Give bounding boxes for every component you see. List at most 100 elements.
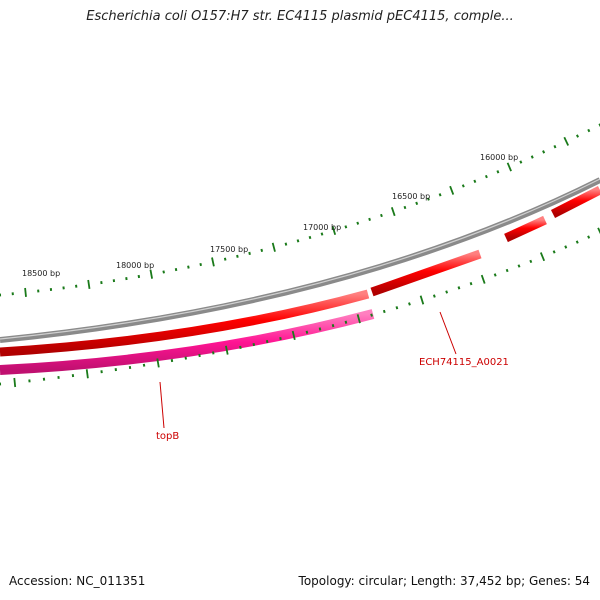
outer-minor-tick — [368, 217, 371, 221]
inner-major-tick — [419, 295, 425, 305]
outer-minor-tick — [473, 179, 477, 183]
inner-minor-tick — [408, 302, 411, 306]
scale-label-17000: 17000 bp — [303, 223, 341, 232]
inner-minor-tick — [331, 324, 335, 328]
outer-major-tick — [87, 279, 91, 290]
inner-major-tick — [156, 358, 160, 368]
outer-minor-tick — [236, 254, 239, 258]
outer-minor-tick — [496, 170, 500, 174]
inner-major-tick — [597, 227, 600, 235]
genome-summary-text: Topology: circular; Length: 37,452 bp; G… — [298, 574, 590, 588]
outer-minor-tick — [174, 268, 178, 272]
outer-minor-tick — [380, 213, 383, 218]
inner-minor-tick — [212, 351, 215, 355]
inner-minor-tick — [493, 273, 497, 277]
inner-minor-tick — [575, 240, 579, 244]
outer-minor-tick — [356, 221, 360, 225]
outer-minor-tick — [308, 235, 312, 240]
inner-minor-tick — [279, 336, 282, 341]
outer-minor-tick — [553, 145, 557, 149]
inner-major-tick — [356, 314, 361, 324]
label-line-ECH74115_A0021 — [439, 311, 457, 355]
outer-minor-tick — [223, 257, 227, 261]
inner-minor-tick — [198, 353, 201, 358]
scale-label-16500: 16500 bp — [392, 192, 430, 201]
outer-minor-tick — [162, 270, 165, 274]
inner-minor-tick — [395, 306, 399, 310]
outer-minor-tick — [248, 251, 251, 256]
outer-minor-tick — [344, 225, 348, 229]
scale-label-16000: 16000 bp — [480, 153, 518, 162]
outer-minor-tick — [320, 232, 324, 236]
inner-minor-tick — [184, 356, 187, 360]
gene-reverse-topB[interactable] — [0, 309, 375, 375]
inner-minor-tick — [318, 327, 322, 331]
outer-minor-tick — [415, 201, 419, 206]
outer-minor-tick — [575, 134, 580, 138]
gene-forward-2[interactable] — [370, 249, 482, 297]
outer-tick-marks — [0, 123, 600, 297]
outer-minor-tick — [426, 197, 430, 201]
gene-forward-3[interactable] — [504, 215, 547, 243]
gene-label-topB[interactable]: topB — [156, 431, 179, 442]
inner-minor-tick — [382, 309, 386, 314]
scale-label-17500: 17500 bp — [210, 245, 248, 254]
inner-major-tick — [225, 345, 229, 355]
outer-major-tick — [271, 242, 276, 252]
gene-label-ECH74115_A0021[interactable]: ECH74115_A0021 — [419, 357, 509, 368]
inner-minor-tick — [457, 286, 461, 290]
map-title: Escherichia coli O157:H7 str. EC4115 pla… — [86, 9, 514, 24]
backbone-arc — [0, 177, 600, 343]
outer-minor-tick — [530, 155, 534, 159]
outer-major-tick — [211, 257, 215, 267]
outer-minor-tick — [260, 248, 264, 253]
outer-major-tick — [563, 136, 570, 146]
outer-minor-tick — [296, 239, 300, 243]
inner-minor-tick — [469, 281, 473, 286]
inner-minor-tick — [370, 313, 373, 317]
outer-minor-tick — [137, 274, 141, 279]
inner-major-tick — [480, 274, 486, 284]
outer-minor-tick — [519, 160, 523, 164]
inner-minor-tick — [552, 250, 556, 254]
inner-minor-tick — [517, 264, 521, 268]
inner-minor-tick — [252, 342, 256, 347]
inner-minor-tick — [170, 359, 174, 363]
outer-minor-tick — [461, 184, 465, 188]
inner-minor-tick — [344, 320, 348, 324]
scale-label-18000: 18000 bp — [116, 261, 154, 270]
outer-minor-tick — [403, 205, 407, 210]
inner-minor-tick — [529, 259, 533, 264]
gene-forward-1[interactable] — [0, 289, 370, 357]
inner-major-tick — [539, 252, 546, 262]
outer-minor-tick — [587, 128, 591, 133]
scale-label-18500: 18500 bp — [22, 269, 60, 278]
inner-major-tick — [291, 330, 296, 341]
outer-minor-tick — [542, 150, 546, 154]
inner-minor-tick — [505, 268, 509, 273]
outer-major-tick — [390, 207, 396, 217]
outer-major-tick — [449, 185, 455, 195]
inner-minor-tick — [432, 294, 436, 298]
outer-major-tick — [331, 225, 337, 236]
outer-minor-tick — [284, 242, 288, 246]
label-line-topB — [159, 381, 165, 429]
outer-major-tick — [24, 287, 27, 297]
outer-minor-tick — [484, 174, 488, 179]
outer-minor-tick — [199, 262, 202, 267]
backbone-highlight — [0, 178, 600, 340]
gene-forward-4[interactable] — [550, 185, 600, 219]
inner-minor-tick — [587, 235, 591, 239]
outer-major-tick — [149, 269, 153, 279]
accession-text: Accession: NC_011351 — [9, 574, 146, 588]
inner-minor-tick — [305, 330, 309, 334]
inner-minor-tick — [265, 339, 269, 344]
inner-major-tick — [85, 369, 89, 379]
inner-tick-marks — [0, 227, 600, 388]
inner-minor-tick — [239, 345, 242, 350]
inner-minor-tick — [445, 290, 449, 294]
outer-minor-tick — [438, 193, 442, 197]
inner-major-tick — [13, 377, 17, 388]
inner-minor-tick — [564, 245, 568, 249]
